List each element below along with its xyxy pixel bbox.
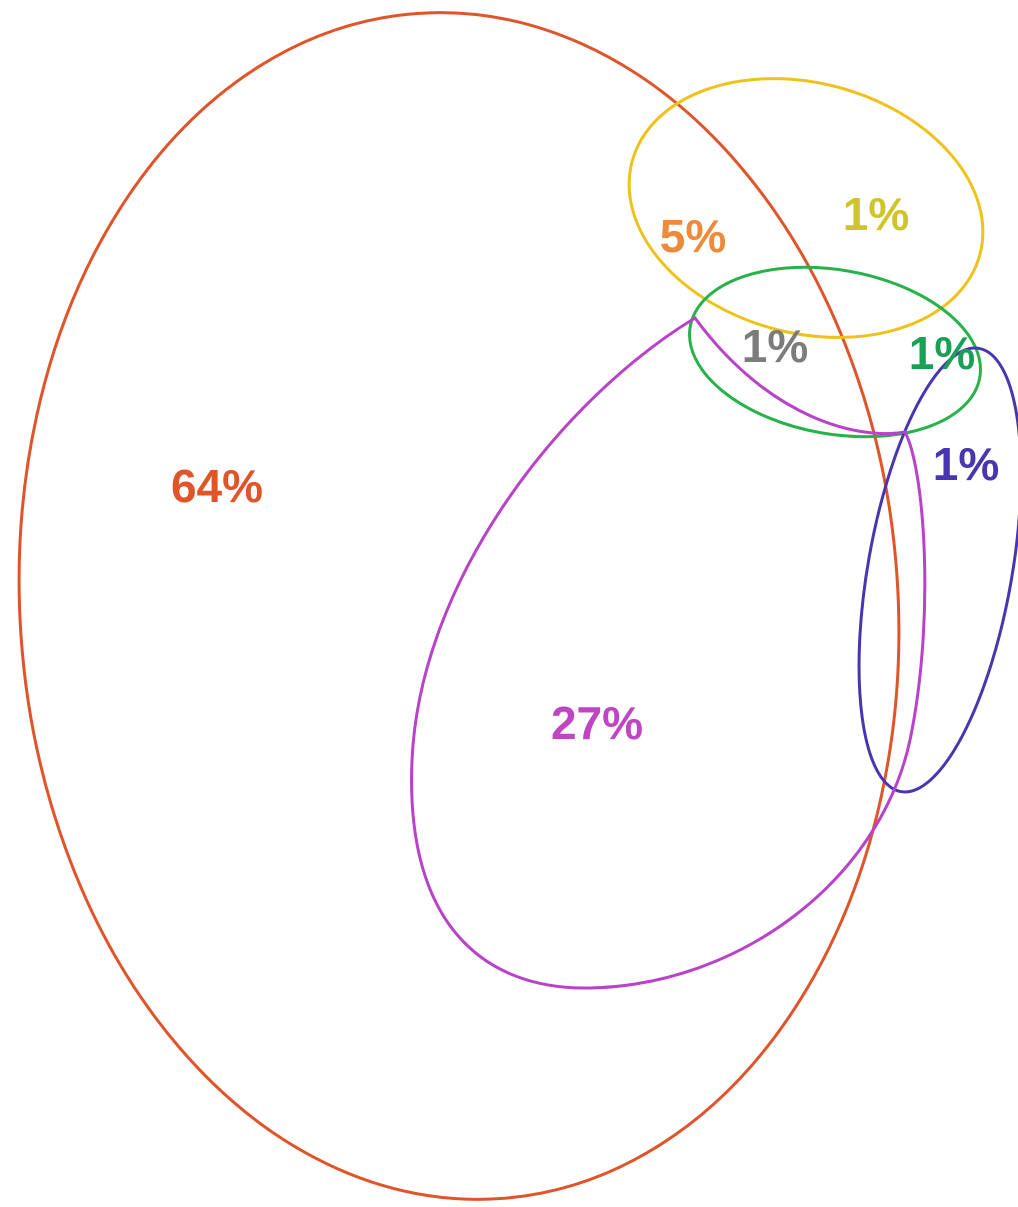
region-label-lower-right-only: 1% [933, 438, 999, 490]
region-label-upper-only: 1% [843, 188, 909, 240]
region-label-large-and-upper: 5% [660, 210, 726, 262]
lower-set-outline [410, 316, 927, 990]
region-label-large-only: 64% [171, 460, 263, 512]
region-label-large-upper-middle: 1% [742, 320, 808, 372]
upper-set-outline [627, 77, 985, 339]
right-set-outline [857, 346, 1018, 794]
region-label-large-and-lower: 27% [551, 697, 643, 749]
region-label-upper-and-middle: 1% [909, 327, 975, 379]
middle-set-outline [688, 265, 982, 439]
large-set-outline [17, 11, 901, 1201]
